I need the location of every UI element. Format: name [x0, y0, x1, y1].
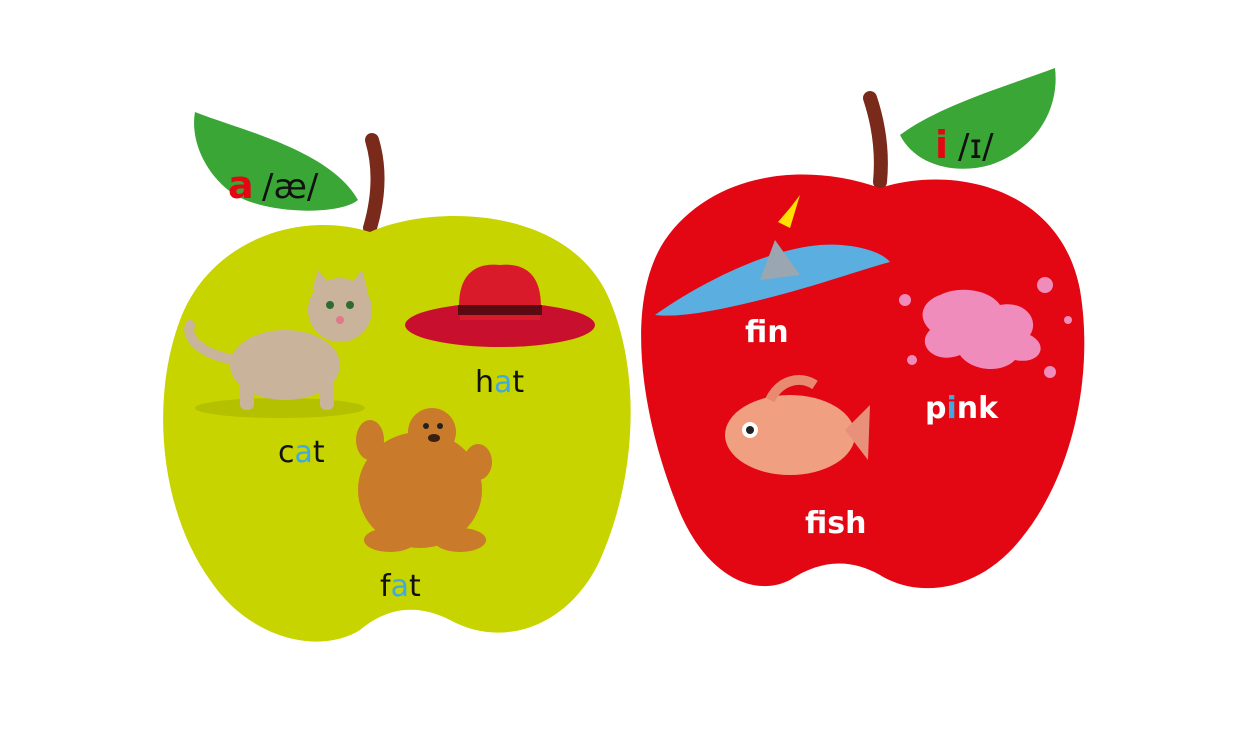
apple-i: i /ɪ/ fin pink	[641, 68, 1085, 589]
fish-picture	[725, 375, 870, 475]
word-fat: fat	[380, 569, 421, 604]
word-pink: pink	[925, 391, 999, 426]
fin-picture	[655, 195, 890, 316]
apple-a: a /æ/ cat hat	[163, 112, 631, 642]
apple-i-leaf-letter: i	[935, 123, 948, 167]
word-cat: cat	[278, 435, 325, 470]
cat-picture	[184, 270, 372, 418]
apple-a-leaf-ipa: /æ/	[262, 167, 319, 207]
apple-i-leaf-ipa: /ɪ/	[958, 127, 994, 167]
apple-a-leaf-letter: a	[228, 163, 254, 207]
word-fin: fin	[745, 315, 789, 350]
hat-picture	[405, 264, 595, 347]
pink-splash-picture	[899, 277, 1072, 378]
word-fish: fish	[805, 506, 866, 541]
apple-i-leaf	[900, 68, 1056, 169]
word-hat: hat	[475, 365, 524, 400]
bear-picture	[356, 408, 492, 552]
apple-a-stem	[363, 133, 385, 235]
apple-i-stem	[863, 91, 888, 189]
apple-a-leaf	[194, 112, 358, 211]
